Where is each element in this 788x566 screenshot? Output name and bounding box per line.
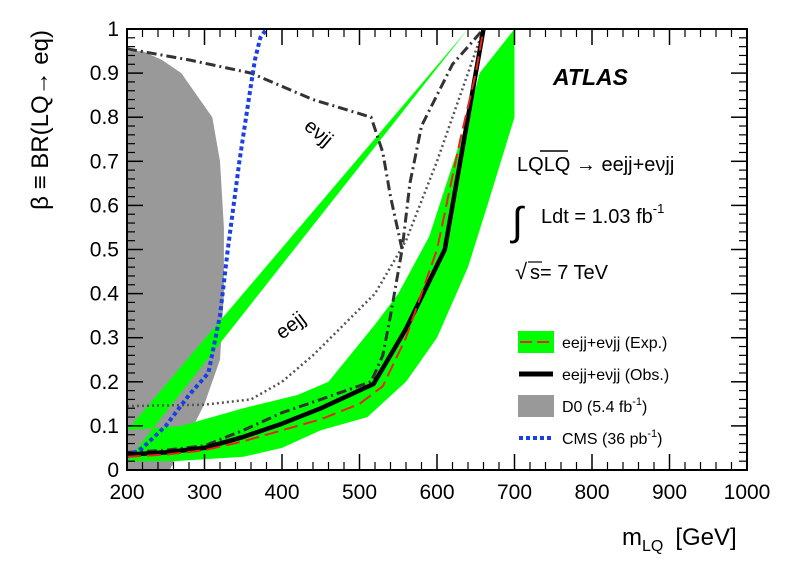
integral-symbol: ∫ [510, 200, 526, 244]
legend: eejj+eνjj (Exp.) eejj+eνjj (Obs.) D0 (5.… [518, 331, 669, 448]
y-tick-label: 0.4 [90, 283, 120, 306]
y-tick-label: 0.1 [90, 415, 119, 438]
series-d0-region [127, 51, 224, 470]
y-tick-label: 0.6 [90, 194, 119, 217]
process-rest: → eejj+eνjj [570, 154, 674, 176]
eejj-curve-label: eejj [272, 308, 310, 344]
y-tick-label: 0.9 [90, 62, 119, 85]
x-tick-label: 400 [264, 481, 299, 504]
atlas-label: ATLAS [552, 64, 629, 90]
energy-text: s= 7 TeV [530, 262, 609, 284]
series-evjj_top-line [127, 47, 404, 250]
x-tick-label: 900 [652, 481, 687, 504]
y-tick-label: 0 [107, 459, 119, 482]
x-tick-label: 700 [497, 481, 532, 504]
legend-label-exp: eejj+eνjj (Exp.) [562, 335, 667, 352]
process-lqbar: LQ [544, 154, 571, 176]
series-evjj-line [127, 29, 485, 454]
y-tick-labels: 0 0.1 0.2 0.3 0.4 0.5 0.6 0.7 0.8 0.9 1 [90, 18, 120, 482]
series-cms-line [127, 29, 269, 459]
series-eejj-line [127, 29, 485, 408]
process-lq: LQ [517, 154, 544, 176]
y-tick-label: 0.2 [90, 371, 119, 394]
legend-swatch-band [518, 331, 554, 353]
x-tick-label: 800 [574, 481, 609, 504]
ticks-layer [126, 28, 748, 471]
energy-label: √ s= 7 TeV [515, 259, 609, 284]
x-tick-label: 600 [419, 481, 454, 504]
x-tick-label: 500 [342, 481, 377, 504]
legend-label-obs: eejj+eνjj (Obs.) [562, 367, 669, 384]
x-tick-labels: 200 300 400 500 600 700 800 900 1000 [109, 481, 770, 504]
x-axis-title: mLQ [GeV] [622, 524, 737, 555]
legend-label-d0: D0 (5.4 fb-1) [562, 396, 647, 416]
y-tick-label: 0.7 [90, 150, 119, 173]
legend-label-cms: CMS (36 pb-1) [562, 428, 662, 448]
y-tick-label: 0.8 [90, 106, 119, 129]
series-band [127, 29, 515, 462]
x-tick-label: 200 [109, 481, 144, 504]
x-tick-label: 300 [187, 481, 222, 504]
luminosity-label: ∫ Ldt = 1.03 fb-1 [510, 200, 664, 244]
series-exp-line [127, 29, 485, 458]
y-tick-label: 0.5 [90, 239, 119, 262]
evjj-curve-label: eνjj [300, 115, 337, 151]
legend-swatch-d0 [518, 395, 554, 417]
data-layer [127, 29, 515, 470]
process-label: LQLQ → eejj+eνjj [517, 150, 674, 176]
y-tick-label: 0.3 [90, 327, 119, 350]
y-axis-title: β ≡ BR(LQ→ eq) [27, 30, 54, 210]
x-tick-label: 1000 [724, 481, 771, 504]
lumi-text: Ldt = 1.03 fb-1 [541, 201, 664, 228]
series-obs-line [127, 29, 486, 457]
y-tick-label: 1 [107, 18, 119, 41]
sqrt-symbol: √ [515, 259, 528, 284]
svg-text:LQLQ → eejj+eνjj: LQLQ → eejj+eνjj [517, 154, 674, 176]
